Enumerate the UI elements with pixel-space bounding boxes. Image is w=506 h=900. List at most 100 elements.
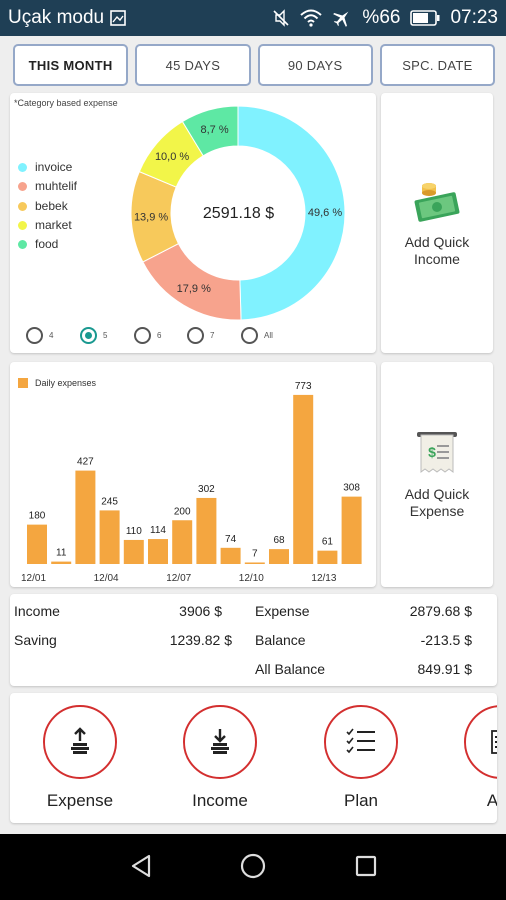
bar[interactable] bbox=[293, 394, 314, 564]
all-balance-label: All Balance bbox=[255, 661, 326, 677]
recents-button[interactable] bbox=[348, 848, 384, 884]
tab-this-month[interactable]: THIS MONTH bbox=[13, 44, 129, 86]
radio-category-6[interactable]: 6 bbox=[134, 327, 161, 344]
bar-value-label: 773 bbox=[295, 381, 312, 392]
bar[interactable] bbox=[99, 510, 120, 564]
plan-action-button[interactable]: Plan bbox=[306, 705, 416, 820]
bar[interactable] bbox=[317, 550, 338, 564]
back-button[interactable] bbox=[124, 848, 160, 884]
summary-card: Income 3906 $ Saving 1239.82 $ Expense 2… bbox=[10, 594, 497, 686]
bar[interactable] bbox=[220, 547, 241, 564]
add-quick-income-button[interactable]: Add Quick Income bbox=[381, 93, 493, 353]
checklist-icon bbox=[346, 728, 375, 754]
legend-label: market bbox=[35, 218, 72, 232]
daily-expenses-card: Daily expenses 180 11 427 245 110 114 200 302 74… bbox=[10, 362, 376, 587]
income-action-circle[interactable] bbox=[183, 705, 257, 779]
legend-label: food bbox=[35, 237, 59, 251]
bar-value-label: 200 bbox=[174, 506, 191, 517]
account-action-circle[interactable] bbox=[464, 705, 497, 779]
back-triangle-icon bbox=[131, 854, 151, 878]
status-bar: Uçak modu %66 07:23 bbox=[0, 0, 506, 36]
category-donut-chart[interactable]: 49,6 % 17,9 % 13,9 % 10,0 % 8,7 % bbox=[10, 93, 376, 323]
bar[interactable] bbox=[123, 539, 144, 564]
period-tabs: THIS MONTH 45 DAYS 90 DAYS SPC. DATE bbox=[13, 44, 495, 86]
donut-slice[interactable] bbox=[181, 105, 239, 157]
bar-value-label: 180 bbox=[29, 511, 46, 522]
add-quick-expense-button[interactable]: $ Add Quick Expense bbox=[381, 362, 493, 587]
balance-label: Balance bbox=[255, 632, 306, 648]
legend-item-food: food bbox=[18, 237, 58, 251]
legend-label: invoice bbox=[35, 160, 73, 174]
radio-button[interactable] bbox=[26, 327, 43, 344]
bar[interactable] bbox=[244, 562, 265, 564]
bar-value-label: 114 bbox=[150, 525, 166, 536]
legend-item-invoice: invoice bbox=[18, 160, 72, 174]
bar-value-label: 427 bbox=[77, 457, 94, 468]
bar[interactable] bbox=[148, 539, 168, 564]
donut-slice[interactable] bbox=[142, 242, 242, 321]
radio-category-4[interactable]: 4 bbox=[26, 327, 53, 344]
bar-value-label: 302 bbox=[198, 484, 215, 495]
legend-swatch bbox=[18, 162, 27, 172]
radio-button[interactable] bbox=[80, 327, 97, 344]
radio-category-7[interactable]: 7 bbox=[187, 327, 214, 344]
battery-percent: %66 bbox=[362, 7, 401, 28]
bar[interactable] bbox=[196, 497, 217, 564]
balance-value: -213.5 $ bbox=[420, 632, 472, 648]
category-expense-card: *Category based expense invoice muhtelif… bbox=[10, 93, 376, 353]
home-button[interactable] bbox=[235, 848, 271, 884]
actions-card: Expense Income Plan Acc bbox=[10, 693, 497, 823]
expense-label: Expense bbox=[255, 603, 310, 619]
bar-legend-label: Daily expenses bbox=[35, 378, 97, 388]
donut-center-total: 2591.18 $ bbox=[202, 205, 275, 222]
svg-text:$: $ bbox=[428, 444, 436, 460]
bar[interactable] bbox=[341, 496, 362, 564]
radio-button[interactable] bbox=[134, 327, 151, 344]
bar[interactable] bbox=[269, 549, 289, 564]
mute-icon bbox=[273, 9, 289, 27]
radio-label: 6 bbox=[157, 331, 162, 340]
bar[interactable] bbox=[51, 561, 72, 564]
income-action-button[interactable]: Income bbox=[165, 705, 275, 820]
plan-action-label: Plan bbox=[343, 791, 379, 810]
tab-specific-date[interactable]: SPC. DATE bbox=[379, 44, 495, 86]
legend-item-muhtelif: muhtelif bbox=[18, 179, 77, 193]
radio-button[interactable] bbox=[187, 327, 204, 344]
navigation-bar bbox=[0, 834, 506, 900]
plan-action-circle[interactable] bbox=[324, 705, 398, 779]
x-tick-label: 12/10 bbox=[239, 573, 264, 584]
bar-legend-swatch bbox=[18, 378, 28, 388]
legend-item-bebek: bebek bbox=[18, 199, 68, 213]
home-circle-icon bbox=[240, 853, 266, 879]
expense-action-label: Expense bbox=[46, 791, 114, 810]
bar-value-label: 61 bbox=[322, 537, 334, 548]
airplane-icon bbox=[333, 11, 349, 27]
legend-swatch bbox=[18, 181, 27, 191]
bar-value-label: 7 bbox=[252, 548, 258, 559]
income-download-icon bbox=[211, 729, 229, 754]
x-tick-label: 12/04 bbox=[94, 573, 119, 584]
expense-action-button[interactable]: Expense bbox=[25, 705, 135, 820]
donut-slice-label: 17,9 % bbox=[177, 283, 211, 295]
bar[interactable] bbox=[172, 520, 193, 564]
radio-button[interactable] bbox=[241, 327, 258, 344]
tab-45-days[interactable]: 45 DAYS bbox=[135, 44, 251, 86]
bar-value-label: 110 bbox=[126, 526, 142, 537]
income-label: Income bbox=[14, 603, 60, 619]
account-action-button[interactable]: Acc bbox=[446, 705, 497, 820]
donut-slice[interactable] bbox=[237, 105, 346, 321]
expense-upload-icon bbox=[71, 727, 89, 754]
daily-expenses-chart[interactable]: 180 11 427 245 110 114 200 302 74 7 68 773 61 308 12/0… bbox=[10, 362, 376, 587]
radio-category-5[interactable]: 5 bbox=[80, 327, 107, 344]
radio-category-all[interactable]: All bbox=[241, 327, 273, 344]
bar[interactable] bbox=[75, 470, 96, 564]
clock-time: 07:23 bbox=[450, 7, 498, 28]
tab-90-days[interactable]: 90 DAYS bbox=[257, 44, 373, 86]
legend-item-market: market bbox=[18, 218, 72, 232]
image-icon bbox=[110, 10, 126, 26]
legend-swatch bbox=[18, 239, 27, 249]
bar-value-label: 308 bbox=[343, 483, 360, 494]
expense-action-circle[interactable] bbox=[43, 705, 117, 779]
bar[interactable] bbox=[27, 524, 47, 564]
legend-swatch bbox=[18, 220, 27, 230]
